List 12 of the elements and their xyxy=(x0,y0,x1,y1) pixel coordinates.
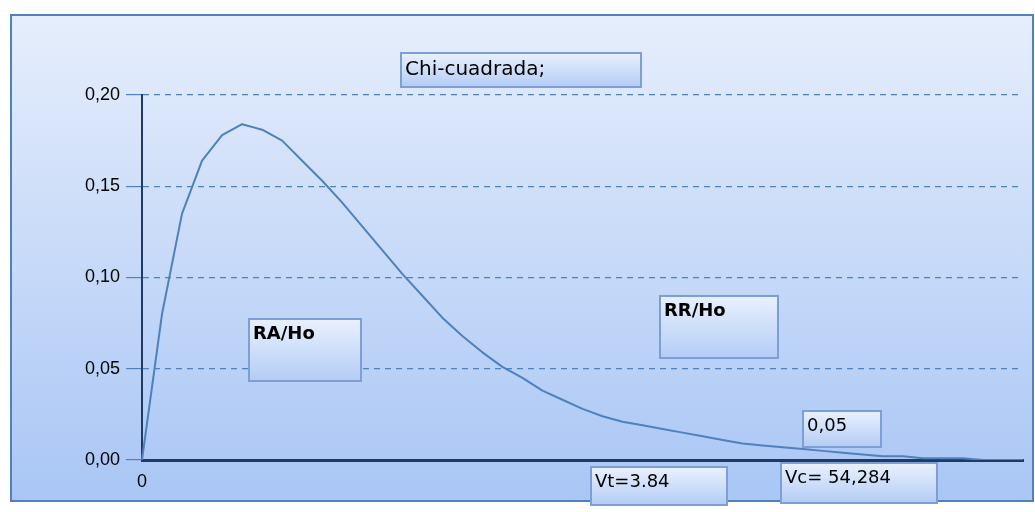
y-tick-label: 0,05 xyxy=(84,357,120,378)
title-box: Chi-cuadrada; xyxy=(400,52,642,88)
label-box: Vc= 54,284 xyxy=(780,462,938,504)
label-box: Vt=3.84 xyxy=(590,466,728,506)
x-tick-label: 0 xyxy=(136,470,148,491)
label-box: RR/Ho xyxy=(659,295,779,359)
y-tick-label: 0,10 xyxy=(84,266,120,287)
y-tick-label: 0,20 xyxy=(84,83,120,104)
label-box: 0,05 xyxy=(802,410,882,448)
y-tick-label: 0,00 xyxy=(84,448,120,469)
y-tick-label: 0,15 xyxy=(84,175,120,196)
label-box: RA/Ho xyxy=(248,318,362,382)
